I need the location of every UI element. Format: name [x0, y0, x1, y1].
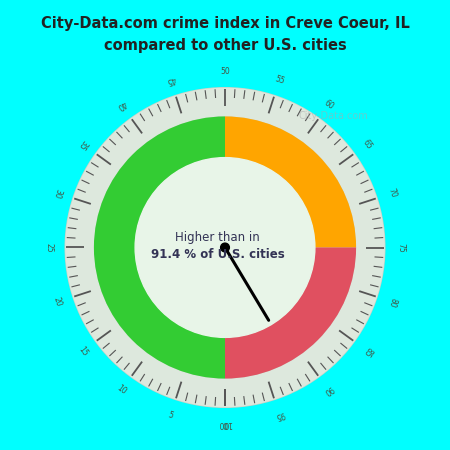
Circle shape [65, 88, 385, 407]
Text: 65: 65 [361, 137, 374, 151]
Wedge shape [225, 248, 356, 378]
Text: 25: 25 [45, 243, 54, 252]
Text: 45: 45 [165, 74, 177, 86]
Circle shape [135, 158, 315, 338]
Text: 60: 60 [322, 99, 335, 112]
Text: 15: 15 [76, 344, 89, 357]
Text: 50: 50 [220, 67, 230, 76]
Text: 30: 30 [52, 187, 63, 199]
Text: 100: 100 [218, 419, 232, 428]
Wedge shape [94, 117, 225, 378]
Text: 0: 0 [223, 419, 227, 428]
Text: 95: 95 [273, 409, 285, 421]
Text: 40: 40 [115, 99, 128, 112]
Wedge shape [65, 88, 385, 407]
Text: 55: 55 [273, 74, 285, 86]
Text: 5: 5 [167, 410, 174, 420]
Text: 85: 85 [361, 344, 374, 357]
Text: City-Data.com: City-Data.com [298, 111, 368, 121]
Text: 10: 10 [115, 383, 128, 396]
Text: 91.4 % of U.S. cities: 91.4 % of U.S. cities [151, 248, 284, 261]
Text: 20: 20 [52, 296, 63, 308]
Text: 80: 80 [387, 296, 398, 308]
Text: Higher than in: Higher than in [175, 231, 260, 244]
Text: City-Data.com crime index in Creve Coeur, IL: City-Data.com crime index in Creve Coeur… [40, 16, 410, 31]
Text: compared to other U.S. cities: compared to other U.S. cities [104, 38, 346, 53]
Circle shape [220, 243, 230, 252]
Wedge shape [225, 117, 356, 248]
Text: 35: 35 [76, 137, 89, 151]
Text: 70: 70 [387, 187, 398, 199]
Text: 75: 75 [396, 243, 405, 252]
Text: 90: 90 [322, 383, 335, 396]
